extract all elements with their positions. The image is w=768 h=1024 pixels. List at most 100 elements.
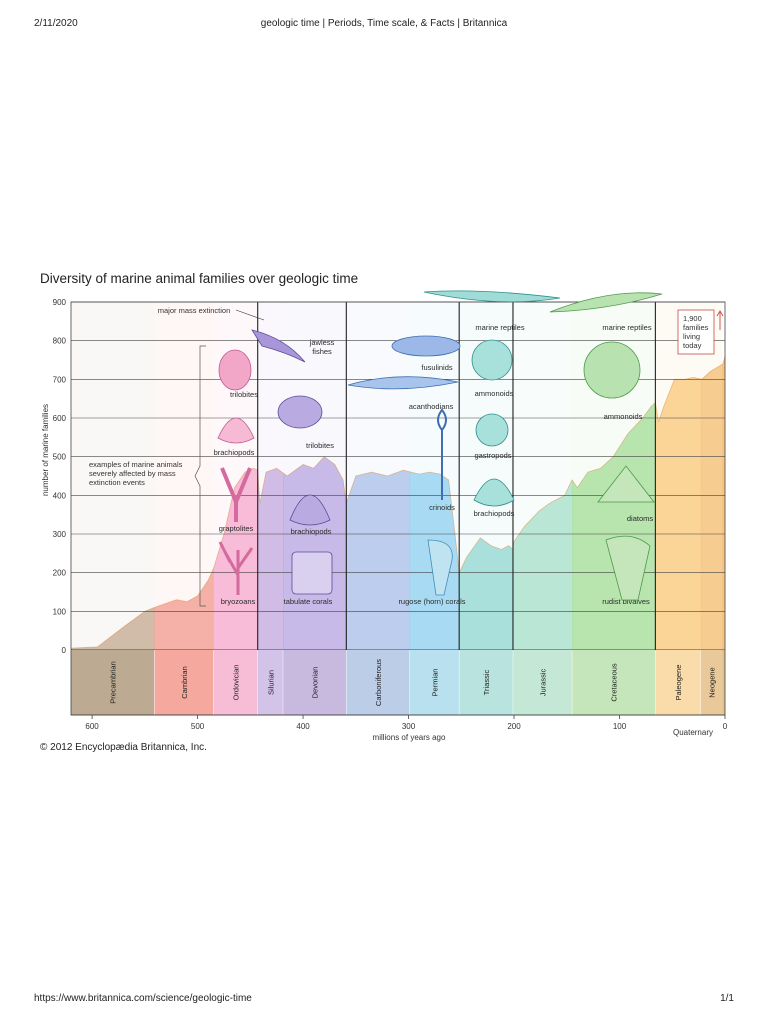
annotation-today-line: today bbox=[683, 341, 702, 350]
y-tick-label-300: 300 bbox=[53, 530, 67, 539]
annotation-today-line: living bbox=[683, 332, 700, 341]
gastropod-icon bbox=[475, 413, 509, 447]
organism-label-jawless-fishes: jawless fishes bbox=[309, 338, 335, 356]
annotation-today: 1,900 families living today bbox=[683, 314, 709, 350]
organism-label-marine-reptiles-triassic: marine reptiles bbox=[475, 323, 524, 332]
crinoid-icon bbox=[437, 408, 447, 500]
organism-label-tabulate-corals-devonian: tabulate corals bbox=[284, 597, 333, 606]
annotation-today-line: 1,900 bbox=[683, 314, 702, 323]
area-fill-quaternary bbox=[722, 356, 725, 650]
band-silurian bbox=[257, 650, 284, 715]
x-axis-label: millions of years ago bbox=[373, 733, 446, 742]
tabulate-coral-icon bbox=[291, 551, 333, 595]
band-ordovician bbox=[213, 650, 258, 715]
annotation-examples-line: severely affected by mass bbox=[89, 469, 176, 478]
organism-label-gastropods-triassic: gastropods bbox=[474, 451, 511, 460]
organism-label-ammonoids-triassic: ammonoids bbox=[475, 389, 514, 398]
organism-label-acanthodians-permian: acanthodians bbox=[409, 402, 454, 411]
band-devonian bbox=[283, 650, 347, 715]
organism-label-crinoids-permian: crinoids bbox=[429, 503, 455, 512]
area-fill-neogene bbox=[700, 356, 723, 650]
period-label-devonian: Devonian bbox=[311, 667, 320, 699]
y-axis-label: number of marine families bbox=[41, 404, 50, 496]
band-cretaceous bbox=[572, 650, 656, 715]
x-tick-label-200: 200 bbox=[507, 722, 521, 731]
annotation-pointer bbox=[235, 309, 265, 321]
organism-label-brachiopods-ordovician: brachiopods bbox=[214, 448, 255, 457]
organism-label-marine-reptiles-cretaceous: marine reptiles bbox=[602, 323, 651, 332]
band-carboniferous bbox=[346, 650, 410, 715]
annotation-major-mass-extinction: major mass extinction bbox=[158, 306, 231, 315]
y-tick-label-100: 100 bbox=[53, 607, 67, 616]
band-precambrian bbox=[71, 650, 155, 715]
x-tick-label-100: 100 bbox=[613, 722, 627, 731]
organism-label-trilobites-devonian: trilobites bbox=[306, 441, 334, 450]
annotation-examples: examples of marine animals severely affec… bbox=[89, 460, 183, 487]
quaternary-label: Quaternary bbox=[673, 728, 713, 737]
organism-label-bryozoans-ordovician: bryozoans bbox=[221, 597, 256, 606]
organism-labels: trilobites brachiopods graptolites bryozoan… bbox=[214, 290, 663, 606]
graptolite-icon bbox=[220, 467, 252, 522]
organism-label-line: jawless bbox=[309, 338, 335, 347]
y-tick-label-700: 700 bbox=[53, 375, 67, 384]
copyright-notice: © 2012 Encyclopædia Britannica, Inc. bbox=[40, 742, 207, 753]
y-tick-label-800: 800 bbox=[53, 337, 67, 346]
ammonoid-cretaceous-icon bbox=[583, 341, 641, 399]
period-label-triassic: Triassic bbox=[482, 669, 491, 695]
organism-label-line: fishes bbox=[312, 347, 332, 356]
jawless-fish-icon bbox=[251, 329, 306, 363]
period-label-silurian: Silurian bbox=[266, 670, 275, 695]
period-label-ordovician: Ordovician bbox=[232, 665, 241, 701]
organism-label-diatoms-cretaceous: diatoms bbox=[627, 514, 654, 523]
period-label-cambrian: Cambrian bbox=[180, 666, 189, 699]
plot-frame bbox=[70, 301, 726, 716]
organism-label-fusulinids-permian: fusulinids bbox=[421, 363, 453, 372]
extinction-boundaries bbox=[257, 302, 656, 650]
period-label-carboniferous: Carboniferous bbox=[374, 659, 383, 706]
organism-label-ammonoids-cretaceous: ammonoids bbox=[604, 412, 643, 421]
y-tick-label-200: 200 bbox=[53, 569, 67, 578]
print-date: 2/11/2020 bbox=[34, 18, 78, 29]
brachiopod-triassic-icon bbox=[473, 478, 515, 507]
y-tick-label-400: 400 bbox=[53, 491, 67, 500]
axes: 0 100 200 300 400 500 600 700 800 900 600 500 400 300… bbox=[53, 298, 728, 731]
rugose-coral-icon bbox=[427, 539, 453, 596]
y-tick-label-500: 500 bbox=[53, 453, 67, 462]
marine-reptile-cretaceous-icon bbox=[549, 292, 663, 313]
organism-label-trilobites-ordovician: trilobites bbox=[230, 390, 258, 399]
period-band: Precambrian Cambrian Ordovician Silurian Dev… bbox=[71, 650, 725, 716]
organism-label-brachiopods-devonian: brachiopods bbox=[291, 527, 332, 536]
page-url: https://www.britannica.com/science/geolo… bbox=[34, 993, 252, 1004]
x-tick-label-500: 500 bbox=[191, 722, 205, 731]
figure-title: Diversity of marine animal families over… bbox=[40, 271, 359, 286]
annotation-today-line: families bbox=[683, 323, 709, 332]
diversity-line bbox=[70, 355, 726, 649]
y-tick-label-900: 900 bbox=[53, 298, 67, 307]
annotation-bracket bbox=[194, 345, 206, 607]
brachiopod-icon bbox=[217, 417, 255, 444]
page-title: geologic time | Periods, Time scale, & F… bbox=[260, 18, 508, 29]
organism-label-brachiopods-triassic: brachiopods bbox=[474, 509, 515, 518]
band-paleogene bbox=[655, 650, 701, 715]
annotation-examples-line: extinction events bbox=[89, 478, 145, 487]
period-label-jurassic: Jurassic bbox=[539, 669, 548, 697]
diversity-chart: Precambrian Cambrian Ordovician Silurian Dev… bbox=[41, 290, 728, 742]
page-number: 1/1 bbox=[720, 993, 734, 1004]
x-tick-label-0: 0 bbox=[723, 722, 728, 731]
annotation-today-box bbox=[677, 309, 715, 355]
organism-label-graptolites-ordovician: graptolites bbox=[219, 524, 254, 533]
annotations: major mass extinction examples of marine … bbox=[89, 306, 724, 607]
rudist-bivalve-icon bbox=[605, 535, 651, 601]
period-bg-precambrian bbox=[71, 302, 155, 650]
x-tick-label-400: 400 bbox=[296, 722, 310, 731]
y-tick-label-0: 0 bbox=[62, 646, 67, 655]
band-quaternary bbox=[722, 650, 725, 715]
band-triassic bbox=[459, 650, 513, 715]
band-permian bbox=[409, 650, 460, 715]
organism-label-rugose-horn-corals-permian: rugose (horn) corals bbox=[398, 597, 465, 606]
fusulinid-icon bbox=[391, 335, 461, 357]
band-neogene bbox=[700, 650, 723, 715]
acanthodian-icon bbox=[347, 376, 459, 390]
period-label-paleogene: Paleogene bbox=[674, 665, 683, 701]
ammonoid-triassic-icon bbox=[471, 339, 513, 381]
